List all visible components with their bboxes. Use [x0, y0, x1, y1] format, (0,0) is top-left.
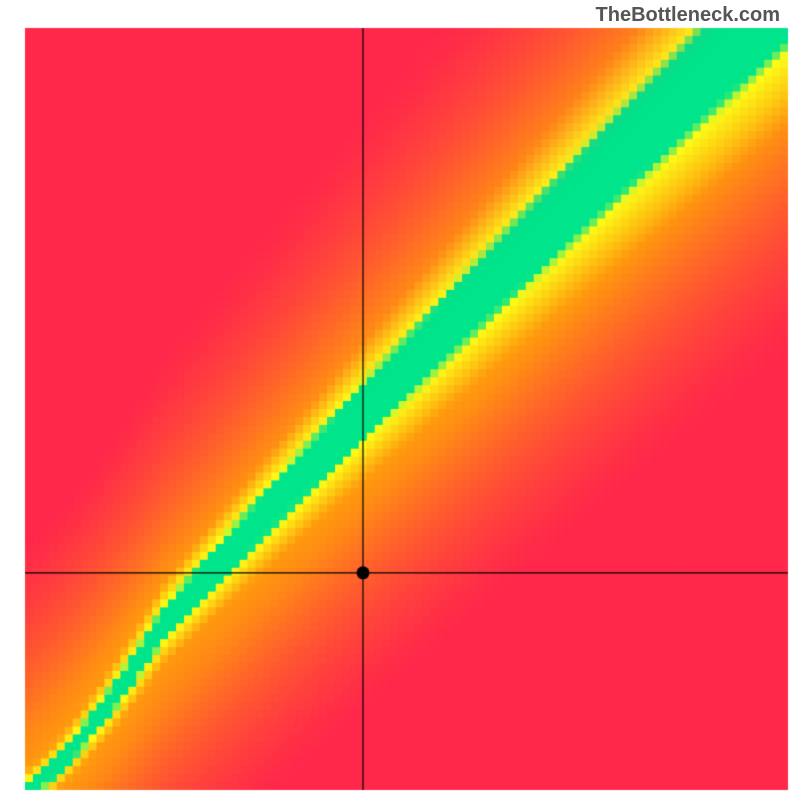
bottleneck-heatmap — [0, 0, 800, 800]
watermark-text: TheBottleneck.com — [596, 4, 780, 27]
